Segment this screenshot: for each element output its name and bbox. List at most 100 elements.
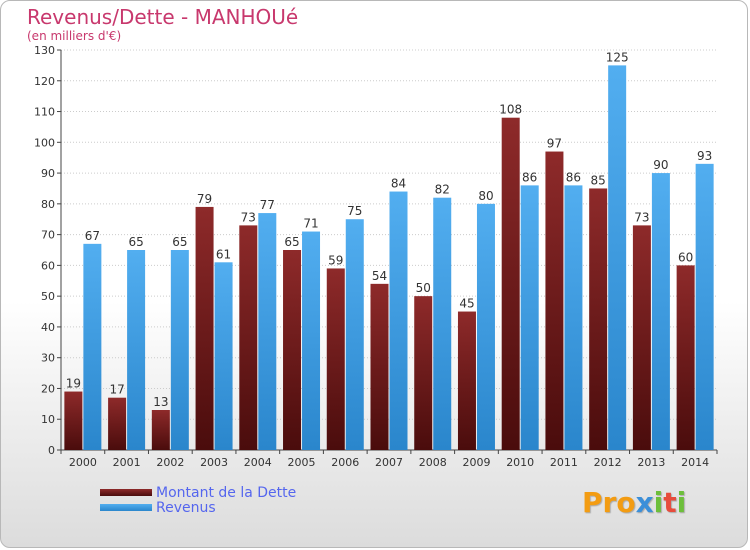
bar-dette [501,117,520,450]
y-tick-label: 80 [41,198,55,211]
data-label-dette: 79 [197,192,212,206]
bar-dette [326,268,345,450]
bar-revenus [389,191,408,451]
data-label-revenus: 71 [303,217,318,231]
logo-letter: r [602,486,617,519]
bar-revenus [476,203,495,450]
x-tick-label: 2007 [375,456,403,469]
data-label-dette: 17 [109,383,124,397]
data-label-revenus: 84 [391,177,406,191]
proxiti-logo: Proxiti [582,486,686,519]
bar-revenus [258,213,277,450]
bar-dette [414,296,433,450]
chart-subtitle: (en milliers d'€) [27,29,122,43]
bar-revenus [564,185,583,450]
legend-label-debt: Montant de la Dette [156,485,297,501]
data-label-revenus: 82 [435,183,450,197]
y-tick-label: 120 [34,75,55,88]
bar-dette [239,225,258,450]
data-label-dette: 108 [499,103,522,117]
x-tick-label: 2014 [681,456,709,469]
data-label-dette: 60 [678,250,693,264]
data-label-revenus: 86 [522,170,537,184]
bar-revenus [608,65,627,450]
y-tick-label: 40 [41,321,55,334]
y-tick-label: 70 [41,229,55,242]
grid-lines [61,49,717,420]
data-label-dette: 19 [66,377,81,391]
data-label-revenus: 65 [128,235,143,249]
y-tick-label: 50 [41,290,55,303]
data-label-revenus: 90 [653,158,668,172]
x-tick-label: 2006 [331,456,359,469]
bar-dette [632,225,651,450]
x-tick-label: 2000 [69,456,97,469]
bar-revenus [170,250,189,450]
legend-swatch-debt [100,489,152,496]
data-label-revenus: 61 [216,247,231,261]
y-tick-label: 60 [41,259,55,272]
bar-dette [457,311,476,450]
x-tick-label: 2010 [506,456,534,469]
logo-letter: o [616,486,636,519]
bar-dette [195,206,214,450]
bar-revenus [651,173,670,451]
logo-letter: i [653,486,664,519]
data-label-dette: 59 [328,253,343,267]
data-label-dette: 85 [591,173,606,187]
data-label-dette: 13 [153,395,168,409]
bar-dette [108,397,127,450]
y-tick-label: 0 [48,444,55,457]
x-tick-label: 2003 [200,456,228,469]
bar-revenus [214,262,233,450]
bar-revenus [127,250,146,450]
data-label-dette: 73 [241,210,256,224]
bar-dette [151,410,170,450]
data-label-revenus: 67 [85,229,100,243]
data-label-revenus: 65 [172,235,187,249]
x-tick-label: 2001 [113,456,141,469]
x-tick-label: 2009 [462,456,490,469]
axes: 0 10 20 30 40 50 60 70 80 90 100 110 120 130 2000 2001 2… [34,44,718,469]
legend-label-revenus: Revenus [156,500,216,516]
bar-revenus [520,185,539,450]
data-label-revenus: 93 [697,149,712,163]
data-label-revenus: 77 [260,198,275,212]
bar-dette [545,151,564,451]
logo-letter: i [676,486,687,519]
x-tick-label: 2002 [156,456,184,469]
bar-revenus [345,219,364,450]
data-label-revenus: 86 [566,170,581,184]
y-tick-label: 130 [34,44,55,57]
x-tick-label: 2013 [637,456,665,469]
logo-letter: P [582,486,603,519]
x-tick-label: 2005 [288,456,316,469]
x-tick-label: 2008 [419,456,447,469]
y-tick-label: 110 [34,106,55,119]
y-tick-label: 90 [41,167,55,180]
data-label-dette: 65 [284,235,299,249]
bar-revenus [302,231,321,450]
y-tick-label: 20 [41,382,55,395]
y-tick-label: 100 [34,136,55,149]
data-label-revenus: 80 [478,189,493,203]
bar-dette [64,391,83,450]
data-label-dette: 45 [459,297,474,311]
x-tick-label: 2012 [594,456,622,469]
logo-letter: t [663,486,677,519]
bar-revenus [433,197,452,450]
bar-dette [370,283,389,450]
bar-dette [283,250,302,450]
data-labels: 19 67 17 65 13 65 79 61 73 77 65 71 59 75 54 84 50 82 45 80… [66,50,713,409]
bar-dette [589,188,608,450]
bar-revenus [83,243,102,450]
data-label-dette: 54 [372,269,387,283]
legend-swatch-revenus [100,504,152,511]
y-tick-label: 10 [41,413,55,426]
data-label-revenus: 75 [347,204,362,218]
bars [64,65,714,451]
data-label-revenus: 125 [606,50,629,64]
chart-title: Revenus/Dette - MANHOUé [27,5,299,29]
bar-dette [676,265,695,450]
